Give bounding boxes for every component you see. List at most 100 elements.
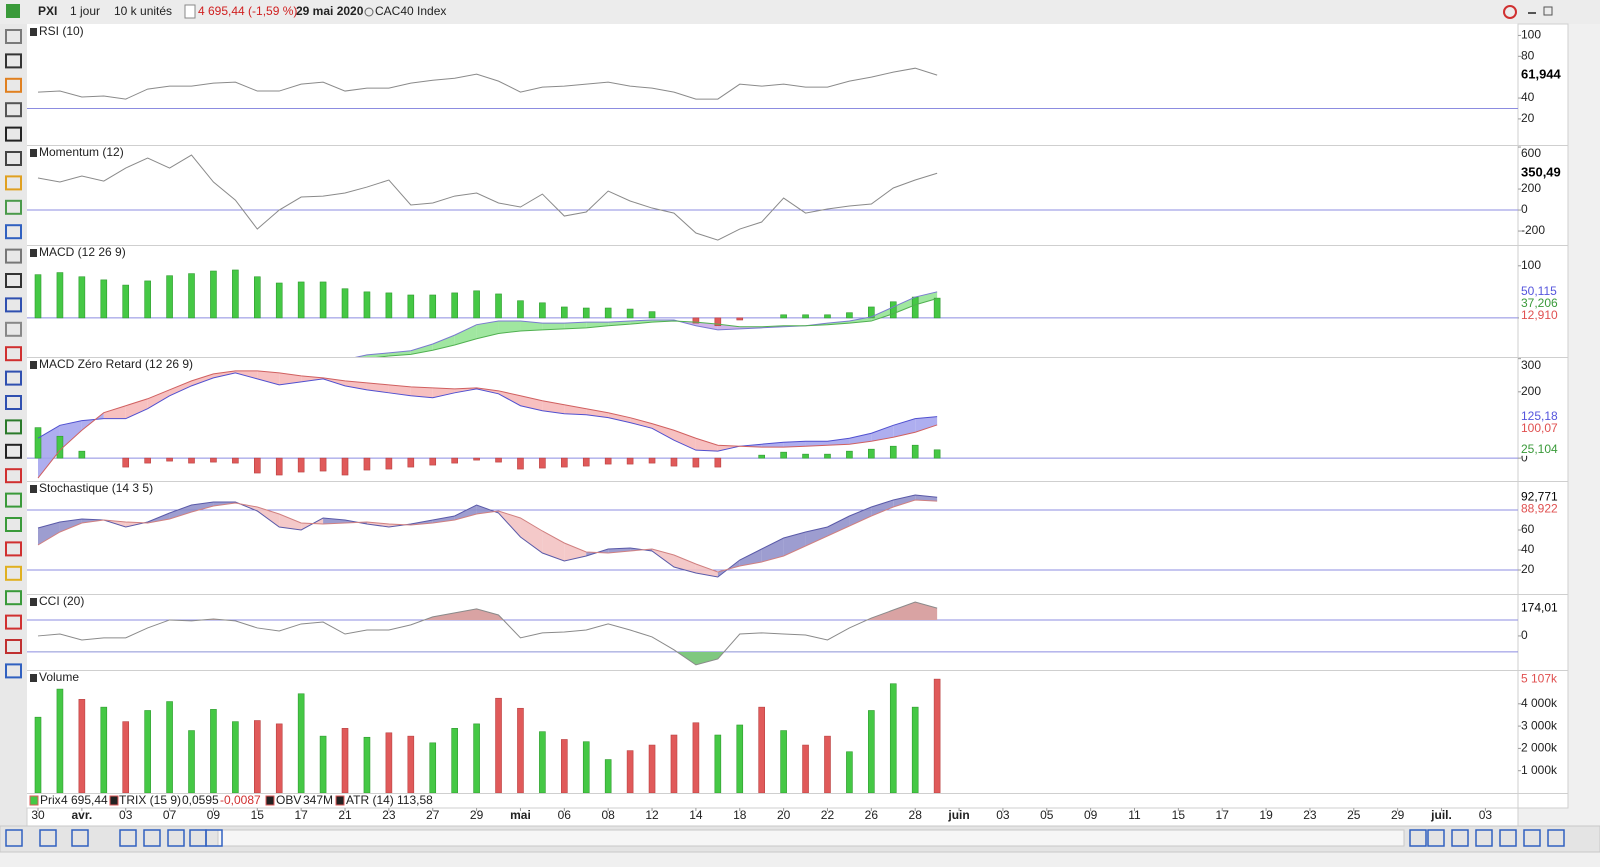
scrollbar[interactable]: [217, 829, 1405, 847]
bar: [407, 294, 415, 319]
index-icon: [364, 7, 374, 17]
toolbar-button[interactable]: [71, 829, 89, 847]
y-tick-label: 2 000k: [1521, 741, 1558, 755]
band-fill: [915, 495, 938, 502]
bar: [407, 735, 415, 793]
date: 29 mai 2020: [296, 4, 364, 18]
toolbar-button[interactable]: [1409, 829, 1427, 847]
band-fill: [564, 404, 587, 415]
value-label: 125,18: [1521, 409, 1558, 423]
tool-icon[interactable]: [5, 224, 22, 240]
bar: [188, 730, 195, 793]
toolbar-button[interactable]: [5, 829, 23, 847]
band-fill: [871, 500, 894, 516]
toolbar-button[interactable]: [1523, 829, 1541, 847]
tool-icon[interactable]: [5, 53, 22, 69]
info-icon[interactable]: [184, 4, 196, 19]
bar: [539, 457, 546, 469]
x-tick-label: 03: [996, 808, 1010, 822]
band-fill: [915, 291, 938, 305]
tool-icon[interactable]: [5, 517, 22, 532]
panel-title: CCI (20): [39, 594, 84, 608]
tool-icon[interactable]: [5, 346, 22, 362]
band-fill: [410, 386, 433, 398]
bar: [911, 706, 919, 793]
bar: [714, 317, 722, 327]
minimize[interactable]: [1528, 12, 1536, 14]
bar: [122, 457, 130, 468]
tool-icon[interactable]: [5, 419, 22, 435]
tool-icon[interactable]: [5, 248, 22, 264]
tool-icon[interactable]: [5, 395, 22, 410]
tool-icon[interactable]: [5, 321, 22, 337]
toolbar-button[interactable]: [143, 829, 161, 847]
restore[interactable]: [1543, 6, 1553, 16]
tool-icon[interactable]: [5, 126, 22, 142]
band-fill: [542, 531, 565, 561]
title-icon: [30, 485, 37, 493]
y-tick-label: 0: [1521, 202, 1528, 216]
x-tick-label: juin: [947, 808, 969, 822]
refresh-icon[interactable]: [1503, 5, 1517, 19]
symbol[interactable]: PXI: [38, 4, 57, 18]
tool-icon[interactable]: [5, 614, 22, 630]
bar: [561, 457, 568, 468]
tool-icon[interactable]: [5, 199, 22, 215]
tool-icon[interactable]: [5, 77, 22, 93]
toolbar-button[interactable]: [1475, 829, 1493, 847]
tool-icon[interactable]: [5, 492, 22, 508]
band-fill: [827, 516, 850, 536]
x-tick-label: 12: [645, 808, 659, 822]
toolbar-button[interactable]: [1451, 829, 1469, 847]
units[interactable]: 10 k unités: [114, 4, 172, 18]
x-tick-label: 29: [470, 808, 484, 822]
bar: [780, 451, 787, 459]
tool-icon[interactable]: [5, 443, 22, 459]
legend-swatch: [335, 795, 345, 806]
band-fill: [410, 343, 433, 355]
toolbar-button[interactable]: [1427, 829, 1445, 847]
band-fill: [783, 532, 806, 556]
tool-icon[interactable]: [5, 151, 22, 166]
tool-icon[interactable]: [5, 175, 22, 191]
tool-icon[interactable]: [5, 29, 22, 44]
x-tick-label: 29: [1391, 808, 1405, 822]
x-tick-label: avr.: [72, 808, 93, 822]
tool-icon[interactable]: [5, 273, 22, 288]
value-label: 88,922: [1521, 501, 1558, 515]
bar: [473, 457, 480, 461]
x-tick-label: 20: [777, 808, 791, 822]
app-icon: [6, 4, 20, 18]
band-fill: [893, 495, 916, 507]
y-tick-label: 100: [1521, 28, 1541, 42]
bar: [144, 280, 151, 319]
toolbar-button[interactable]: [205, 829, 223, 847]
band-fill: [169, 505, 192, 519]
bar: [275, 457, 283, 476]
x-tick-label: 14: [689, 808, 703, 822]
toolbar-button[interactable]: [119, 829, 137, 847]
tool-icon[interactable]: [5, 102, 22, 118]
tool-icon[interactable]: [5, 468, 22, 484]
y-tick-label: 40: [1521, 542, 1535, 556]
bar: [451, 457, 458, 464]
tool-icon[interactable]: [5, 370, 22, 386]
tool-icon[interactable]: [5, 297, 22, 313]
toolbar-button[interactable]: [1499, 829, 1517, 847]
bar: [495, 697, 502, 793]
tool-icon[interactable]: [5, 565, 22, 581]
band-fill: [564, 322, 587, 329]
bar: [846, 450, 853, 459]
x-tick-label: 17: [1216, 808, 1230, 822]
panel: [27, 154, 1518, 241]
tool-icon[interactable]: [5, 639, 22, 654]
tool-icon[interactable]: [5, 663, 22, 679]
tool-icon[interactable]: [5, 541, 22, 557]
toolbar-button[interactable]: [167, 829, 185, 847]
band-fill: [257, 370, 280, 385]
toolbar-button[interactable]: [39, 829, 57, 847]
period[interactable]: 1 jour: [70, 4, 100, 18]
bar: [911, 296, 919, 319]
tool-icon[interactable]: [5, 590, 22, 606]
toolbar-button[interactable]: [1547, 829, 1565, 847]
